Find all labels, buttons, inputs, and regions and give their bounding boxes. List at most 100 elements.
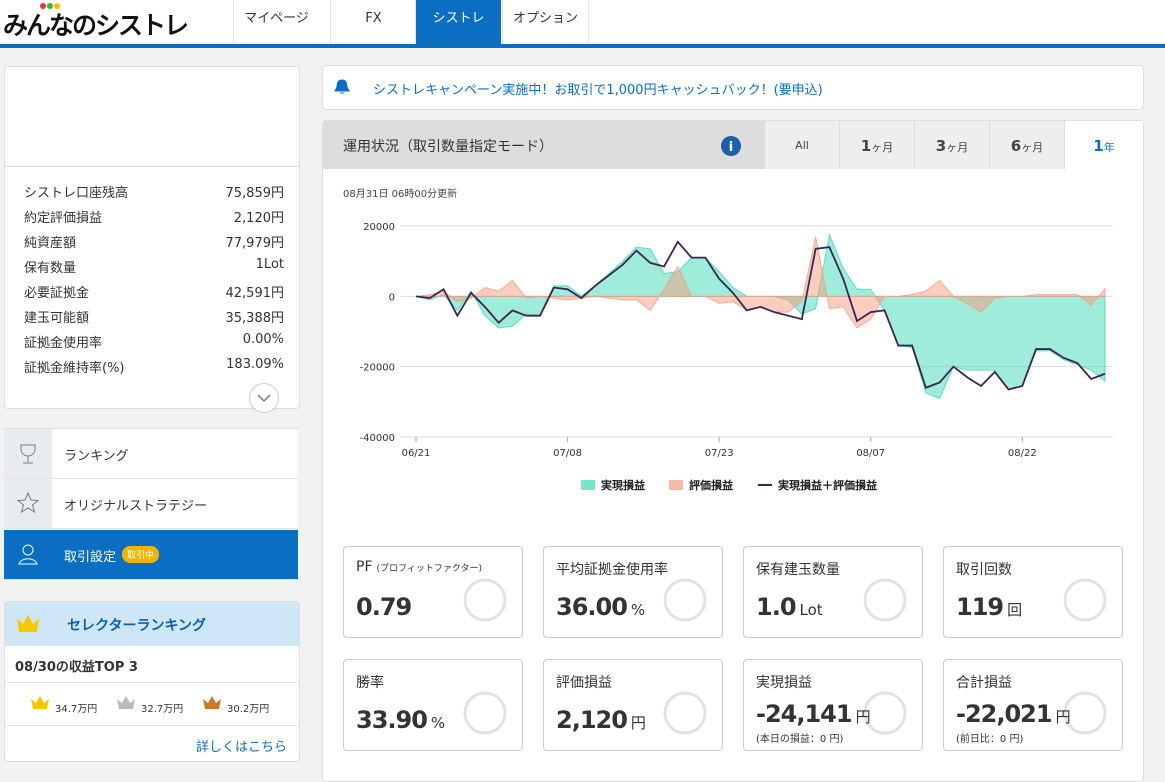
stat-unit: 回 [1007, 601, 1023, 619]
tab[interactable]: All [764, 121, 839, 169]
stat-value: 0.79 [356, 593, 412, 621]
row-value: 42,591円 [225, 286, 285, 301]
stat-card: 取引回数 119 回 [943, 546, 1123, 638]
menu-item[interactable]: ランキング [4, 428, 298, 479]
stat-unit: 円 [630, 714, 646, 732]
menu-label: オリジナルストラテジー [64, 499, 208, 514]
selector-subtitle: 08/30の収益TOP 3 [15, 660, 138, 675]
legend-swatch [581, 480, 595, 490]
account-row: 保有数量 1Lot [24, 257, 284, 276]
nav-item-active[interactable]: シストレ [415, 0, 501, 45]
card-icon [663, 578, 707, 622]
stat-label: PF (プロフィットファクター) [356, 559, 482, 575]
row-label: シストレ口座残高 [24, 186, 129, 201]
panel-header [323, 121, 765, 169]
logo-dot [47, 3, 53, 9]
label-text: PF [356, 559, 373, 575]
prize: 30.2万円 [227, 704, 270, 715]
row-value: 1Lot [255, 257, 284, 272]
tab[interactable]: 3ヶ月 [914, 121, 989, 169]
panel-title: 運用状況（取引数量指定モード） [343, 139, 553, 155]
stat-unit: 円 [1055, 708, 1071, 726]
row-value: 2,120円 [233, 211, 284, 226]
row-label: 必要証拠金 [24, 286, 90, 301]
info-icon[interactable]: i [720, 135, 742, 157]
x-tick-label: 07/08 [553, 448, 582, 459]
stat-value-box: 0.79 [356, 593, 412, 621]
account-row: シストレ口座残高 75,859円 [24, 182, 284, 201]
card-icon [463, 578, 507, 622]
label-text: 実現損益 [756, 675, 812, 691]
menu-item-active[interactable]: 取引設定 取引中 [4, 530, 298, 580]
stat-unit: % [630, 601, 646, 619]
stat-label: 実現損益 [756, 672, 812, 692]
card-icon [1063, 578, 1107, 622]
x-tick-label: 06/21 [402, 448, 431, 459]
row-label: 保有数量 [24, 261, 77, 276]
menu-label: ランキング [64, 449, 129, 464]
stat-value: 1.0 [756, 593, 797, 621]
account-row: 証拠金維持率(%) 183.09% [24, 357, 284, 376]
stat-unit: Lot [799, 601, 823, 619]
stat-value: 119 [956, 593, 1004, 621]
selector-panel: セレクターランキング 08/30の収益TOP 3 34.7万円 32.7万円 3… [4, 601, 300, 762]
stat-value-box: -22,021 円 [956, 700, 1071, 728]
stat-note: (本日の損益：0 円) [756, 734, 844, 745]
menu-item[interactable]: オリジナルストラテジー [4, 479, 298, 529]
stat-label: 評価損益 [556, 672, 612, 692]
logo[interactable]: みんなのシストレ [3, 11, 189, 40]
stat-value: 36.00 [556, 593, 628, 621]
crown-icon [17, 615, 39, 632]
stat-value: -24,141 [756, 700, 853, 728]
label-text: 評価損益 [556, 675, 612, 691]
row-value: 35,388円 [225, 311, 285, 326]
tab-active[interactable]: 1年 [1064, 121, 1143, 169]
label-text: 勝率 [356, 675, 384, 691]
nav-item[interactable]: マイページ [233, 0, 319, 45]
menu-label: 取引設定 [64, 550, 117, 565]
row-label: 証拠金使用率 [24, 336, 103, 351]
header: みんなのシストレ マイページ FX シストレ オプション [0, 0, 1165, 45]
row-label: 建玉可能額 [24, 311, 90, 326]
badge: 取引中 [122, 546, 160, 563]
svg-text:i: i [729, 140, 733, 155]
tab[interactable]: 1ヶ月 [839, 121, 914, 169]
logo-dot [54, 3, 60, 9]
card-icon [863, 691, 907, 735]
selector-title: セレクターランキング [67, 618, 207, 634]
card-icon [463, 691, 507, 735]
legend-swatch [669, 480, 683, 490]
stat-label: 平均証拠金使用率 [556, 559, 668, 579]
stat-card: 平均証拠金使用率 36.00% [543, 546, 723, 638]
stat-label: 勝率 [356, 672, 384, 692]
nav-item[interactable]: FX [330, 0, 416, 45]
stat-unit: 円 [855, 708, 871, 726]
label-text: 平均証拠金使用率 [556, 562, 668, 578]
prize: 34.7万円 [55, 704, 98, 715]
link[interactable]: 詳しくはこちら [195, 740, 287, 755]
header-bar [0, 44, 1165, 48]
notice-bar[interactable]: シストレキャンペーン実施中！お取引で1,000円キャッシュバック！(要申込) [322, 65, 1144, 110]
bell-icon [334, 79, 350, 94]
logo-dot [40, 3, 46, 9]
y-tick-label: 0 [389, 292, 395, 303]
nav-item[interactable]: オプション [502, 0, 589, 45]
divider [5, 725, 299, 726]
tab-number: 6 [1010, 137, 1022, 155]
x-tick-label: 08/22 [1008, 448, 1037, 459]
expand-button[interactable] [249, 383, 279, 413]
legend-label: 評価損益 [689, 478, 733, 492]
stat-unit: % [430, 714, 446, 732]
label-text: 取引回数 [956, 562, 1012, 578]
label-text: 保有建玉数量 [756, 562, 840, 578]
card-icon [863, 578, 907, 622]
y-tick-label: -20000 [360, 363, 395, 374]
account-panel [4, 66, 300, 413]
tab-unit: ヶ月 [871, 141, 894, 154]
stat-card: 実現損益 -24,141 円 (本日の損益：0 円) [743, 659, 923, 751]
x-tick-label: 07/23 [705, 448, 734, 459]
tab[interactable]: 6ヶ月 [989, 121, 1064, 169]
stat-value-box: 1.0 Lot [756, 593, 823, 621]
legend-label: 実現損益＋評価損益 [778, 478, 877, 492]
